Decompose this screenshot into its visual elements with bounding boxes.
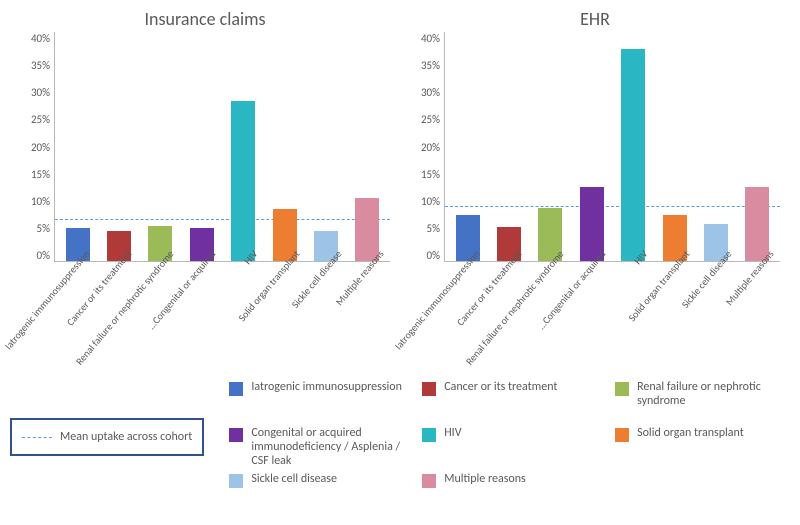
legend-item-multiple: Multiple reasons xyxy=(422,473,597,513)
legend-item-sickle: Sickle cell disease xyxy=(229,473,404,513)
x-axis: Iatrogenic immunosuppressionCancer or it… xyxy=(444,262,780,362)
legend-swatch xyxy=(615,428,629,442)
plot-wrap: 40% 35% 30% 25% 20% 15% 10% 5% 0% xyxy=(410,32,780,262)
bar-hiv xyxy=(231,101,255,261)
legend-label: Congenital or acquired immunodeficiency … xyxy=(251,427,404,468)
chart-panel: Insurance claims 40% 35% 30% 25% 20% 15% 10% 5% 0… xyxy=(20,8,390,368)
legend-label: Iatrogenic immunosuppression xyxy=(251,381,402,395)
bars xyxy=(445,32,780,261)
legend-item-solidorgan: Solid organ transplant xyxy=(615,427,790,467)
y-tick-label: 0% xyxy=(427,249,440,262)
mean-legend-box: Mean uptake across cohort xyxy=(10,418,204,456)
chart-panel: EHR 40% 35% 30% 25% 20% 15% 10% 5% 0% Iatrogenic i… xyxy=(410,8,780,368)
panel-title: EHR xyxy=(580,8,610,30)
plot-area xyxy=(54,32,390,262)
y-tick-label: 35% xyxy=(31,59,50,72)
y-tick-label: 30% xyxy=(31,86,50,99)
y-tick-label: 10% xyxy=(31,195,50,208)
legend-grid: Iatrogenic immunosuppression Cancer or it… xyxy=(229,381,790,511)
legend-label: Sickle cell disease xyxy=(251,473,337,487)
legend-label: Renal failure or nephrotic syndrome xyxy=(637,381,790,409)
y-axis: 40% 35% 30% 25% 20% 15% 10% 5% 0% xyxy=(410,32,444,262)
page: Insurance claims 40% 35% 30% 25% 20% 15% 10% 5% 0… xyxy=(0,0,800,525)
legend-label: Solid organ transplant xyxy=(637,427,744,441)
chart-row: Insurance claims 40% 35% 30% 25% 20% 15% 10% 5% 0… xyxy=(0,0,800,368)
y-tick-label: 20% xyxy=(421,141,440,154)
mean-legend-label: Mean uptake across cohort xyxy=(60,430,192,444)
legend-swatch xyxy=(615,382,629,396)
legend-swatch xyxy=(229,474,243,488)
legend-item-iatrogenic: Iatrogenic immunosuppression xyxy=(229,381,404,421)
legend-label: Multiple reasons xyxy=(444,473,526,487)
y-tick-label: 5% xyxy=(427,222,440,235)
legend-label: HIV xyxy=(444,427,461,441)
legend-swatch xyxy=(229,428,243,442)
y-tick-label: 15% xyxy=(31,168,50,181)
plot-wrap: 40% 35% 30% 25% 20% 15% 10% 5% 0% xyxy=(20,32,390,262)
y-tick-label: 25% xyxy=(421,113,440,126)
panel-title: Insurance claims xyxy=(144,8,265,30)
mean-line-swatch xyxy=(22,437,52,438)
bar-hiv xyxy=(621,49,645,261)
y-tick-label: 20% xyxy=(31,141,50,154)
legend-swatch xyxy=(422,382,436,396)
legend-swatch xyxy=(422,428,436,442)
y-tick-label: 40% xyxy=(31,32,50,45)
legend-item-renal: Renal failure or nephrotic syndrome xyxy=(615,381,790,421)
legend-item-cancer: Cancer or its treatment xyxy=(422,381,597,421)
y-tick-label: 0% xyxy=(37,249,50,262)
bars xyxy=(55,32,390,261)
y-tick-label: 10% xyxy=(421,195,440,208)
y-tick-label: 5% xyxy=(37,222,50,235)
legend-swatch xyxy=(422,474,436,488)
legend-swatch xyxy=(229,382,243,396)
legend-item-hiv: HIV xyxy=(422,427,597,467)
x-axis: Iatrogenic immunosuppressionCancer or it… xyxy=(54,262,390,362)
y-tick-label: 30% xyxy=(421,86,440,99)
plot-area xyxy=(444,32,780,262)
legend-area: Mean uptake across cohort Iatrogenic imm… xyxy=(10,381,790,511)
y-axis: 40% 35% 30% 25% 20% 15% 10% 5% 0% xyxy=(20,32,54,262)
y-tick-label: 35% xyxy=(421,59,440,72)
y-tick-label: 40% xyxy=(421,32,440,45)
legend-label: Cancer or its treatment xyxy=(444,381,557,395)
legend-item-congenital: Congenital or acquired immunodeficiency … xyxy=(229,427,404,467)
y-tick-label: 25% xyxy=(31,113,50,126)
y-tick-label: 15% xyxy=(421,168,440,181)
